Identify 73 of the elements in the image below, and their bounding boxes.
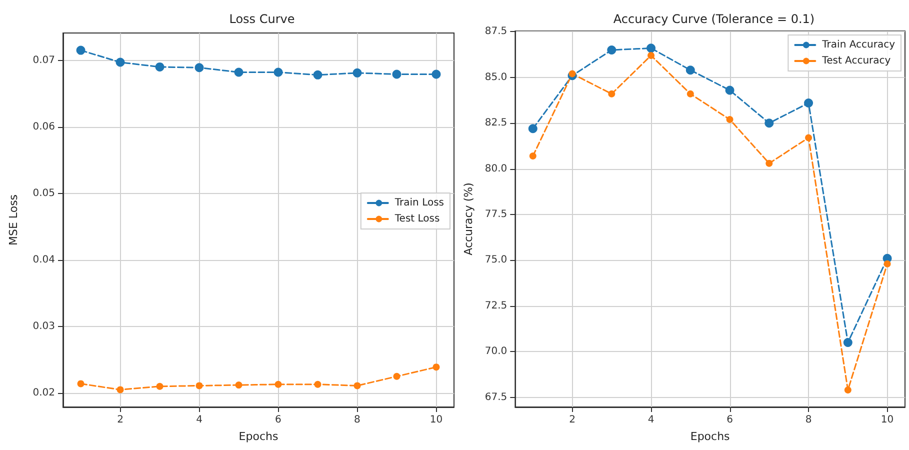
point (648, 52, 655, 59)
point (686, 90, 694, 98)
point (393, 372, 400, 380)
point (766, 160, 773, 167)
y-tick-label: 85.0 (484, 72, 508, 83)
point (844, 386, 852, 394)
point (274, 68, 283, 77)
y-tick-label: 82.5 (484, 118, 508, 129)
legend-label: Test Loss (394, 214, 440, 224)
point (608, 90, 616, 98)
point (274, 380, 282, 388)
y-tick-label: 77.5 (484, 209, 508, 220)
point (607, 46, 616, 55)
legend-label: Test Accuracy (821, 56, 891, 66)
point (155, 62, 164, 72)
x-axis-title: Epochs (690, 430, 730, 443)
point (805, 134, 812, 142)
point (116, 58, 125, 67)
point (528, 124, 538, 134)
x-tick-label: 6 (275, 414, 282, 426)
y-tick-label: 87.5 (484, 26, 508, 38)
y-tick-label: 0.03 (32, 320, 55, 332)
y-tick-label: 0.05 (32, 188, 55, 199)
x-tick-label: 8 (354, 414, 360, 426)
y-tick-label: 0.06 (32, 121, 55, 132)
point (804, 98, 814, 108)
y-tick-label: 0.07 (32, 54, 55, 66)
y-tick-label: 67.5 (484, 392, 508, 403)
legend-label: Train Accuracy (821, 40, 896, 50)
point (314, 380, 322, 388)
point (432, 364, 440, 371)
point (116, 386, 124, 394)
point (352, 68, 362, 78)
point (77, 380, 84, 388)
x-tick-label: 2 (569, 414, 576, 426)
point (843, 338, 852, 347)
point (884, 260, 891, 268)
point (392, 70, 402, 79)
x-tick-label: 4 (648, 414, 654, 426)
x-tick-label: 10 (430, 414, 443, 426)
y-axis-title: Accuracy (%) (462, 182, 475, 256)
y-tick-label: 70.0 (484, 346, 508, 358)
x-tick-label: 8 (805, 414, 812, 426)
point (725, 86, 734, 95)
point (313, 70, 322, 80)
point (686, 66, 695, 75)
point (529, 152, 536, 160)
x-tick-label: 6 (726, 414, 733, 426)
legend-label: Train Loss (394, 198, 444, 208)
y-tick-label: 72.5 (484, 300, 508, 312)
point (235, 382, 242, 389)
x-tick-label: 10 (880, 414, 894, 426)
y-tick-label: 80.0 (484, 163, 508, 174)
point (354, 382, 361, 390)
chart-title: Accuracy Curve (Tolerance = 0.1) (613, 12, 815, 26)
x-axis-title: Epochs (238, 430, 278, 443)
y-tick-label: 0.02 (32, 388, 55, 399)
point (764, 118, 774, 128)
point (194, 63, 204, 72)
x-tick-label: 2 (117, 414, 124, 426)
point (432, 70, 441, 79)
point (76, 46, 86, 55)
point (646, 44, 656, 53)
point (196, 382, 203, 390)
point (234, 68, 244, 77)
point (726, 116, 734, 123)
x-tick-label: 4 (196, 414, 202, 426)
chart-title: Loss Curve (229, 12, 295, 26)
point (156, 382, 164, 390)
point (568, 70, 576, 78)
y-tick-label: 0.04 (32, 254, 55, 266)
y-axis-title: MSE Loss (7, 194, 20, 246)
y-tick-label: 75.0 (484, 254, 508, 266)
